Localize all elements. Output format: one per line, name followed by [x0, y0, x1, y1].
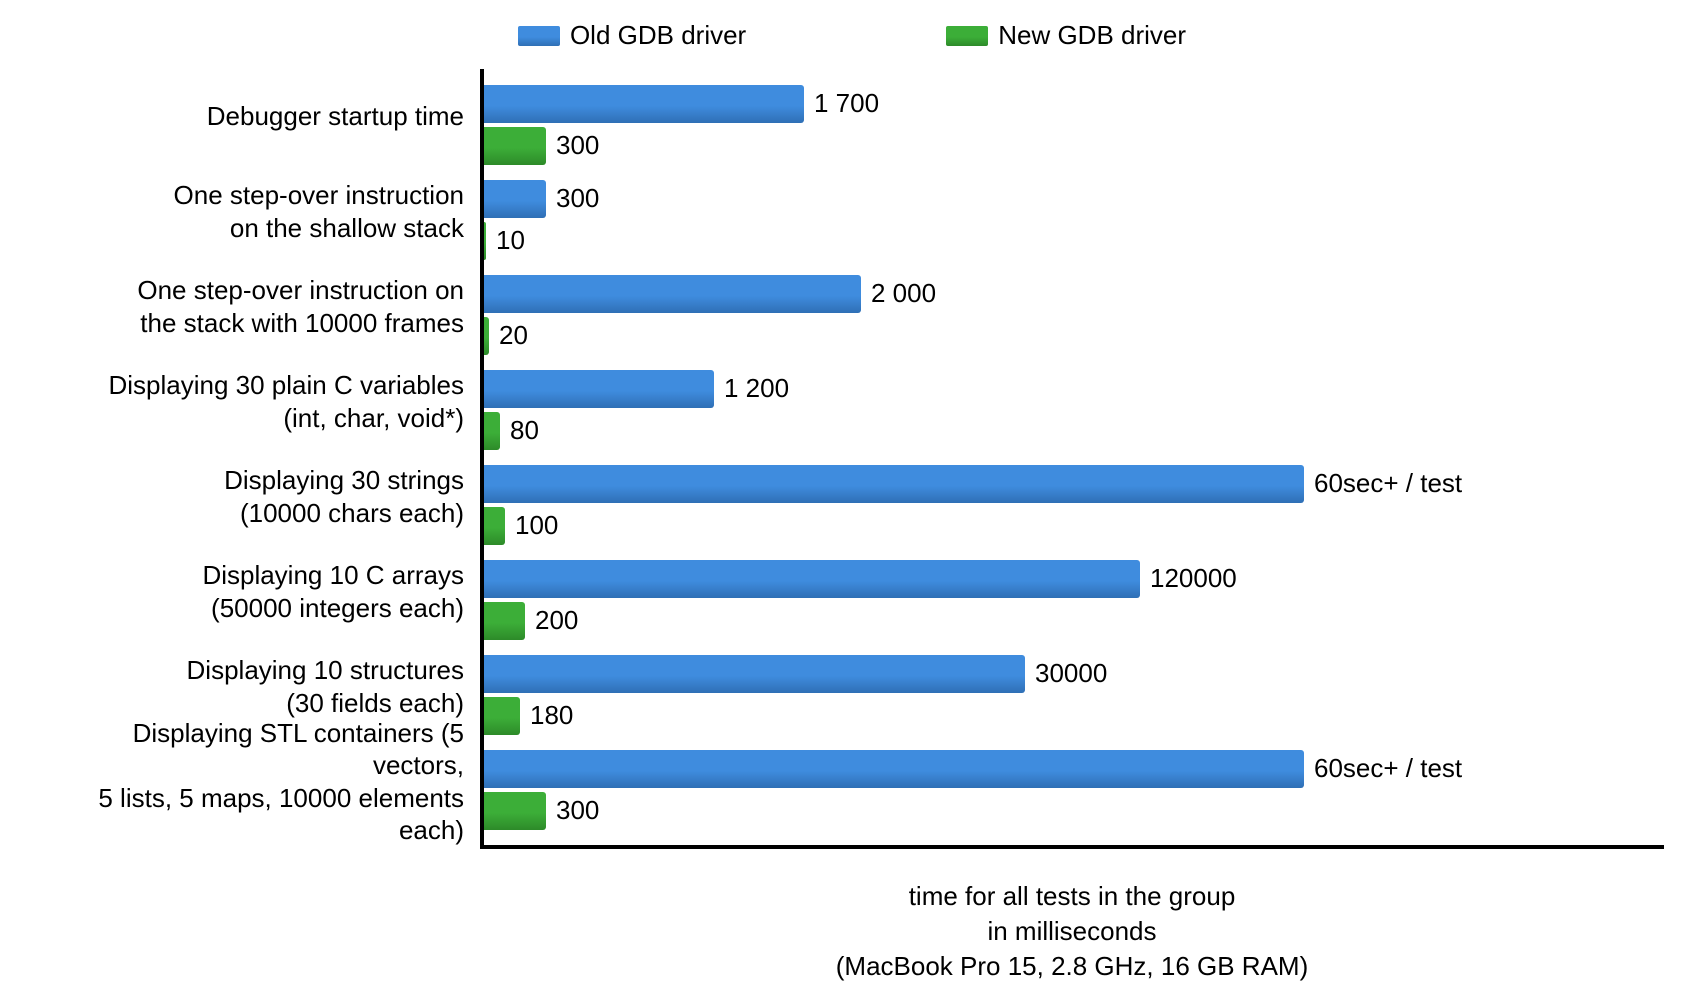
bar-new: [484, 127, 546, 165]
legend-label-old: Old GDB driver: [570, 20, 746, 51]
bar-value-new: 180: [530, 700, 573, 731]
bar-group: 1 200 80: [484, 362, 1664, 457]
y-label-text: Displaying 10 C arrays (50000 integers e…: [202, 559, 464, 624]
y-label-text: Displaying STL containers (5 vectors, 5 …: [40, 717, 464, 847]
bar-value-old: 1 700: [814, 88, 879, 119]
bar-row-old: 1 700: [484, 85, 1664, 123]
bar-new: [484, 317, 489, 355]
y-label: Displaying 10 C arrays (50000 integers e…: [40, 544, 480, 639]
bar-row-old: 120000: [484, 560, 1664, 598]
bar-row-new: 10: [484, 222, 1664, 260]
bar-row-old: 2 000: [484, 275, 1664, 313]
bar-row-new: 300: [484, 792, 1664, 830]
bar-old: [484, 465, 1304, 503]
bar-group: 2 000 20: [484, 267, 1664, 362]
bar-value-new: 200: [535, 605, 578, 636]
bar-value-new: 80: [510, 415, 539, 446]
bar-value-new: 20: [499, 320, 528, 351]
bar-value-new: 100: [515, 510, 558, 541]
bar-row-new: 300: [484, 127, 1664, 165]
y-label: One step-over instruction on the shallow…: [40, 164, 480, 259]
bar-old: [484, 560, 1140, 598]
y-label-text: Displaying 10 structures (30 fields each…: [187, 654, 464, 719]
bar-row-old: 30000: [484, 655, 1664, 693]
bar-value-old: 60sec+ / test: [1314, 753, 1462, 784]
bar-group: 120000 200: [484, 552, 1664, 647]
y-label: Debugger startup time: [40, 69, 480, 164]
legend-item-new: New GDB driver: [946, 20, 1186, 51]
y-label-text: Displaying 30 plain C variables (int, ch…: [108, 369, 464, 434]
y-label-text: Debugger startup time: [207, 100, 464, 133]
bar-row-old: 60sec+ / test: [484, 465, 1664, 503]
y-label: Displaying 30 plain C variables (int, ch…: [40, 354, 480, 449]
bar-old: [484, 655, 1025, 693]
chart-container: Old GDB driver New GDB driver Debugger s…: [40, 20, 1664, 984]
bar-group: 30000 180: [484, 647, 1664, 742]
legend: Old GDB driver New GDB driver: [40, 20, 1664, 51]
bar-row-old: 300: [484, 180, 1664, 218]
bar-old: [484, 750, 1304, 788]
legend-swatch-old: [518, 26, 560, 46]
legend-label-new: New GDB driver: [998, 20, 1186, 51]
bar-value-old: 120000: [1150, 563, 1237, 594]
x-axis-caption: time for all tests in the group in milli…: [480, 879, 1664, 984]
y-label: Displaying 30 strings (10000 chars each): [40, 449, 480, 544]
y-label-text: Displaying 30 strings (10000 chars each): [224, 464, 464, 529]
bar-row-new: 200: [484, 602, 1664, 640]
bar-row-old: 60sec+ / test: [484, 750, 1664, 788]
bar-new: [484, 412, 500, 450]
bar-new: [484, 507, 505, 545]
plot-inner: 1 700 300 300 10 2 000 20 1 200 80 60sec+ / test…: [484, 69, 1664, 849]
bar-group: 60sec+ / test 100: [484, 457, 1664, 552]
bar-value-old: 1 200: [724, 373, 789, 404]
bar-old: [484, 370, 714, 408]
bar-new: [484, 792, 546, 830]
bar-old: [484, 180, 546, 218]
bar-row-new: 180: [484, 697, 1664, 735]
legend-swatch-new: [946, 26, 988, 46]
bar-row-new: 80: [484, 412, 1664, 450]
bar-row-new: 100: [484, 507, 1664, 545]
bar-new: [484, 602, 525, 640]
y-label: Displaying STL containers (5 vectors, 5 …: [40, 734, 480, 829]
bar-value-old: 300: [556, 183, 599, 214]
bar-old: [484, 85, 804, 123]
bar-value-new: 300: [556, 130, 599, 161]
bar-old: [484, 275, 861, 313]
y-label-text: One step-over instruction on the shallow…: [174, 179, 464, 244]
bar-group: 300 10: [484, 172, 1664, 267]
bar-value-new: 10: [496, 225, 525, 256]
bar-new: [484, 697, 520, 735]
bar-value-new: 300: [556, 795, 599, 826]
bar-new: [484, 222, 486, 260]
bar-value-old: 2 000: [871, 278, 936, 309]
bar-value-old: 60sec+ / test: [1314, 468, 1462, 499]
y-label-text: One step-over instruction on the stack w…: [137, 274, 464, 339]
chart-area: Debugger startup time One step-over instr…: [40, 69, 1664, 849]
bar-value-old: 30000: [1035, 658, 1107, 689]
y-axis-labels: Debugger startup time One step-over instr…: [40, 69, 480, 849]
bar-row-old: 1 200: [484, 370, 1664, 408]
plot-area: 1 700 300 300 10 2 000 20 1 200 80 60sec+ / test…: [480, 69, 1664, 849]
bar-row-new: 20: [484, 317, 1664, 355]
legend-item-old: Old GDB driver: [518, 20, 746, 51]
y-label: One step-over instruction on the stack w…: [40, 259, 480, 354]
bar-group: 60sec+ / test 300: [484, 742, 1664, 837]
bar-group: 1 700 300: [484, 77, 1664, 172]
